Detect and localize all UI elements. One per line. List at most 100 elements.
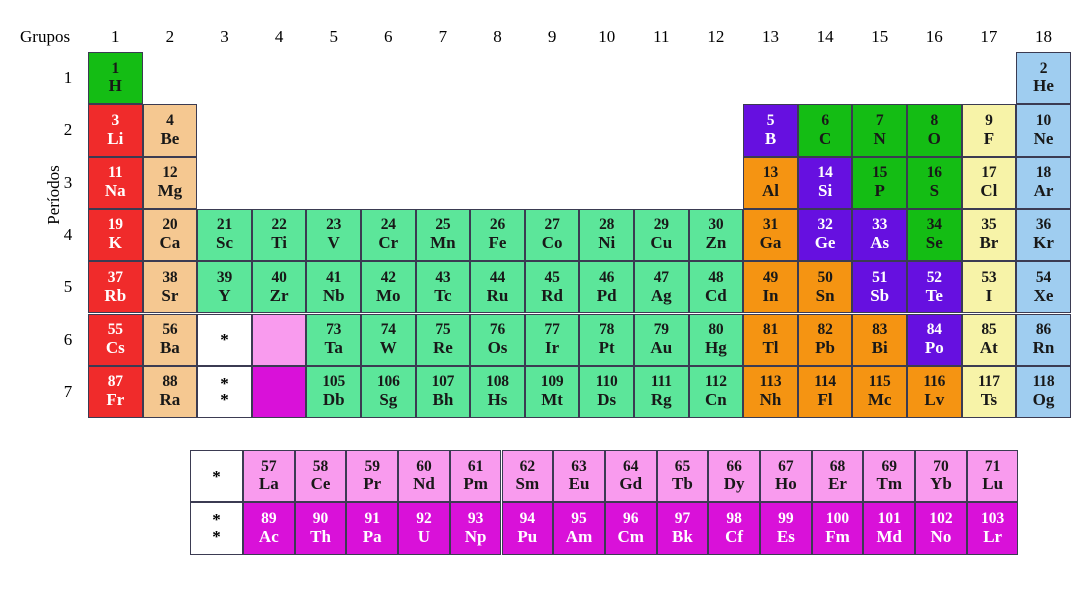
element-cell-Na[interactable]: 11 Na xyxy=(88,156,143,209)
element-cell-Tc[interactable]: 43 Tc xyxy=(415,261,471,314)
element-cell-No[interactable]: 102 No xyxy=(915,502,967,555)
element-cell-Fl[interactable]: 114 Fl xyxy=(797,365,853,419)
element-cell-Lv[interactable]: 116 Lv xyxy=(907,365,962,419)
element-cell-Cd[interactable]: 48 Cd xyxy=(688,261,744,314)
element-cell-Te[interactable]: 52 Te xyxy=(907,261,962,314)
element-cell-Li[interactable]: 3 Li xyxy=(88,104,143,157)
element-cell-Y[interactable]: 39 Y xyxy=(197,261,252,314)
element-cell-W[interactable]: 74 W xyxy=(361,313,416,366)
element-cell-Si[interactable]: 14 Si xyxy=(797,156,853,209)
element-cell-In[interactable]: 49 In xyxy=(743,261,798,314)
element-cell-Ce[interactable]: 58 Ce xyxy=(294,450,347,503)
element-cell-Rd[interactable]: 45 Rd xyxy=(524,261,580,314)
element-cell-Rn[interactable]: 86 Rn xyxy=(1016,313,1071,366)
element-cell-Sm[interactable]: 62 Sm xyxy=(501,450,554,503)
element-cell-Pm[interactable]: 61 Pm xyxy=(449,450,502,503)
element-cell-Cm[interactable]: 96 Cm xyxy=(604,502,657,555)
element-cell-Rg[interactable]: 111 Rg xyxy=(634,365,689,419)
element-cell-Cr[interactable]: 24 Cr xyxy=(361,208,416,262)
element-cell-Mo[interactable]: 42 Mo xyxy=(361,261,416,314)
element-cell-Tl[interactable]: 81 Tl xyxy=(743,313,798,366)
element-cell-Nb[interactable]: 41 Nb xyxy=(306,261,361,314)
element-cell-Db[interactable]: 105 Db xyxy=(306,365,361,419)
element-cell-Sc[interactable]: 21 Sc xyxy=(197,208,252,262)
element-cell-Ti[interactable]: 22 Ti xyxy=(251,208,307,262)
element-cell-Es[interactable]: 99 Es xyxy=(760,502,812,555)
element-cell-Eu[interactable]: 63 Eu xyxy=(553,450,605,503)
element-cell-V[interactable]: 23 V xyxy=(306,208,361,262)
element-cell-Xe[interactable]: 54 Xe xyxy=(1016,261,1071,314)
element-cell-Cs[interactable]: 55 Cs xyxy=(88,313,143,366)
element-cell-Pa[interactable]: 91 Pa xyxy=(346,502,399,555)
element-cell-Fm[interactable]: 100 Fm xyxy=(811,502,864,555)
element-cell-Mg[interactable]: 12 Mg xyxy=(142,156,198,209)
element-cell-S[interactable]: 16 S xyxy=(907,156,962,209)
element-cell-Ta[interactable]: 73 Ta xyxy=(306,313,361,366)
element-cell-Br[interactable]: 35 Br xyxy=(961,208,1017,262)
element-cell-Gd[interactable]: 64 Gd xyxy=(604,450,657,503)
element-cell-At[interactable]: 85 At xyxy=(961,313,1017,366)
element-cell-Er[interactable]: 68 Er xyxy=(811,450,864,503)
element-cell-Cf[interactable]: 98 Cf xyxy=(708,502,760,555)
element-cell-Fr[interactable]: 87 Fr xyxy=(88,365,143,419)
element-cell-Ru[interactable]: 44 Ru xyxy=(470,261,525,314)
element-cell-Ac[interactable]: 89 Ac xyxy=(243,502,295,555)
element-cell-Md[interactable]: 101 Md xyxy=(863,502,916,555)
element-cell-K[interactable]: 19 K xyxy=(88,208,143,262)
element-cell-Pt[interactable]: 78 Pt xyxy=(579,313,634,366)
element-cell-He[interactable]: 2 He xyxy=(1016,52,1071,105)
element-cell-Hs[interactable]: 108 Hs xyxy=(470,365,525,419)
element-cell-Cl[interactable]: 17 Cl xyxy=(961,156,1017,209)
element-cell-Sr[interactable]: 38 Sr xyxy=(142,261,198,314)
element-cell-Nd[interactable]: 60 Nd xyxy=(398,450,450,503)
element-cell-Mn[interactable]: 25 Mn xyxy=(415,208,471,262)
element-cell-Nh[interactable]: 113 Nh xyxy=(743,365,798,419)
element-cell-Pr[interactable]: 59 Pr xyxy=(346,450,399,503)
element-cell-Tm[interactable]: 69 Tm xyxy=(863,450,916,503)
element-cell-Po[interactable]: 84 Po xyxy=(907,313,962,366)
element-cell-Ho[interactable]: 67 Ho xyxy=(760,450,812,503)
element-cell-Mt[interactable]: 109 Mt xyxy=(524,365,580,419)
element-cell-I[interactable]: 53 I xyxy=(961,261,1017,314)
element-cell-Os[interactable]: 76 Os xyxy=(470,313,525,366)
element-cell-Ca[interactable]: 20 Ca xyxy=(142,208,198,262)
element-cell-U[interactable]: 92 U xyxy=(398,502,450,555)
element-cell-Zr[interactable]: 40 Zr xyxy=(251,261,307,314)
element-cell-La[interactable]: 57 La xyxy=(243,450,295,503)
element-cell-Yb[interactable]: 70 Yb xyxy=(915,450,967,503)
element-cell-Re[interactable]: 75 Re xyxy=(415,313,471,366)
element-cell-Ge[interactable]: 32 Ge xyxy=(797,208,853,262)
element-cell-Ne[interactable]: 10 Ne xyxy=(1016,104,1071,157)
element-cell-Ba[interactable]: 56 Ba xyxy=(142,313,198,366)
element-cell-Am[interactable]: 95 Am xyxy=(553,502,605,555)
element-cell-Se[interactable]: 34 Se xyxy=(907,208,962,262)
element-cell-Cu[interactable]: 29 Cu xyxy=(634,208,689,262)
element-cell-Dy[interactable]: 66 Dy xyxy=(708,450,760,503)
element-cell-Bh[interactable]: 107 Bh xyxy=(415,365,471,419)
element-cell-Al[interactable]: 13 Al xyxy=(743,156,798,209)
element-cell-Bi[interactable]: 83 Bi xyxy=(852,313,907,366)
element-cell-Lu[interactable]: 71 Lu xyxy=(966,450,1019,503)
element-cell-Og[interactable]: 118 Og xyxy=(1016,365,1071,419)
element-cell-Be[interactable]: 4 Be xyxy=(142,104,198,157)
element-cell-Ar[interactable]: 18 Ar xyxy=(1016,156,1071,209)
element-cell-Sb[interactable]: 51 Sb xyxy=(852,261,907,314)
element-cell-Fe[interactable]: 26 Fe xyxy=(470,208,525,262)
element-cell-Th[interactable]: 90 Th xyxy=(294,502,347,555)
element-cell-Mc[interactable]: 115 Mc xyxy=(852,365,907,419)
element-cell-Np[interactable]: 93 Np xyxy=(449,502,502,555)
element-cell-Ds[interactable]: 110 Ds xyxy=(579,365,634,419)
element-cell-Sg[interactable]: 106 Sg xyxy=(361,365,416,419)
element-cell-Pu[interactable]: 94 Pu xyxy=(501,502,554,555)
element-cell-Pd[interactable]: 46 Pd xyxy=(579,261,634,314)
element-cell-Sn[interactable]: 50 Sn xyxy=(797,261,853,314)
element-cell-Ra[interactable]: 88 Ra xyxy=(142,365,198,419)
element-cell-Zn[interactable]: 30 Zn xyxy=(688,208,744,262)
element-cell-Ni[interactable]: 28 Ni xyxy=(579,208,634,262)
element-cell-Hg[interactable]: 80 Hg xyxy=(688,313,744,366)
